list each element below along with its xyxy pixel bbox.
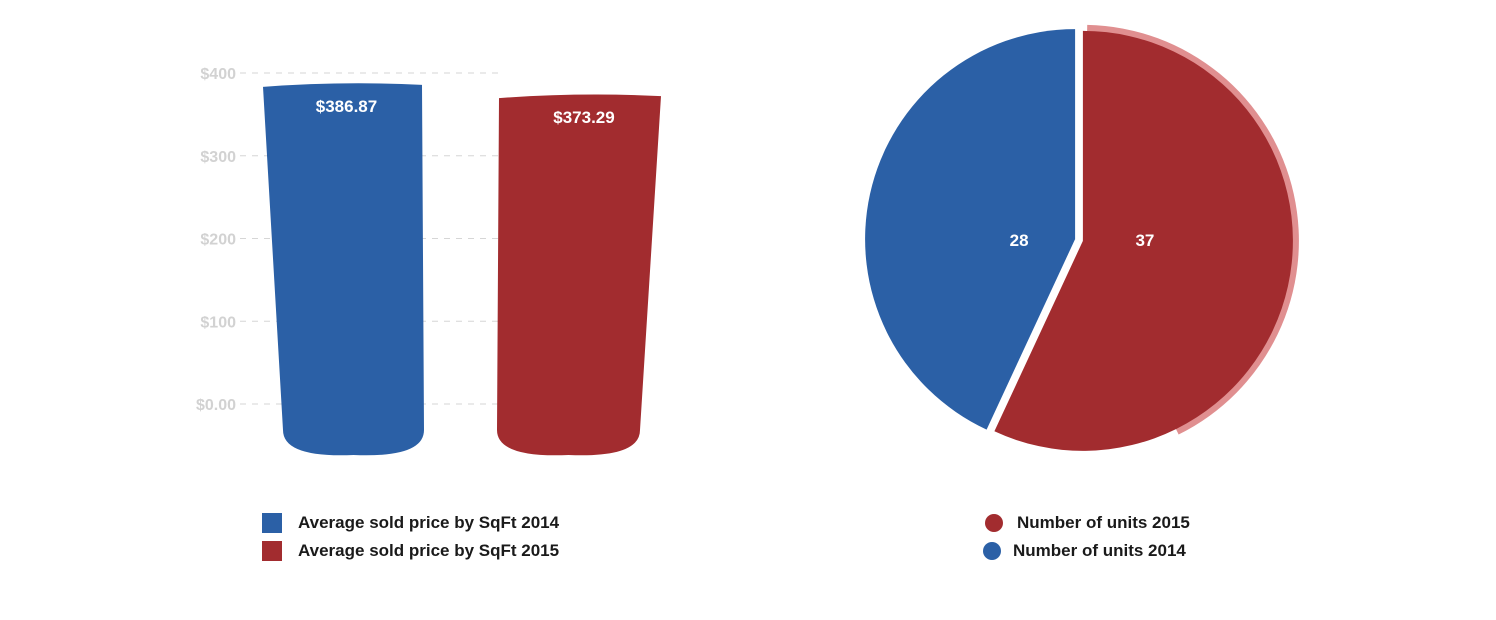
y-tick-label: $300 xyxy=(200,149,236,166)
legend-item-units-2015[interactable]: Number of units 2015 xyxy=(983,509,1190,537)
legend-swatch xyxy=(983,542,1001,560)
y-tick-label: $400 xyxy=(200,66,236,83)
legend-item-2014-price[interactable]: Average sold price by SqFt 2014 xyxy=(262,509,559,537)
legend-label: Average sold price by SqFt 2014 xyxy=(298,513,560,532)
pie-chart-data-labels: 37 28 xyxy=(1010,231,1155,250)
bar-chart-legend: Average sold price by SqFt 2014 Average … xyxy=(262,509,559,565)
bar-data-label: $373.29 xyxy=(553,108,614,127)
legend-swatch xyxy=(262,513,282,533)
legend-label: Average sold price by SqFt 2015 xyxy=(298,541,560,560)
bar-chart-data-labels: $386.87 $373.29 xyxy=(316,97,615,127)
pie-chart-slices xyxy=(865,24,1299,451)
bar-chart-gridlines xyxy=(240,72,500,405)
bar-2015[interactable] xyxy=(497,94,661,456)
pie-data-label: 28 xyxy=(1010,231,1029,250)
bar-chart-bars xyxy=(263,83,661,456)
legend-item-2015-price[interactable]: Average sold price by SqFt 2015 xyxy=(262,537,559,565)
legend-item-units-2014[interactable]: Number of units 2014 xyxy=(983,537,1190,565)
legend-label: Number of units 2015 xyxy=(1017,513,1190,532)
pie-data-label: 37 xyxy=(1135,231,1154,250)
y-tick-label: $100 xyxy=(200,314,236,331)
pie-slice-units-2014[interactable] xyxy=(865,29,1076,430)
bar-data-label: $386.87 xyxy=(316,97,377,116)
y-tick-label: $0.00 xyxy=(196,397,236,414)
legend-swatch xyxy=(985,514,1003,532)
legend-label: Number of units 2014 xyxy=(1013,541,1186,560)
legend-swatch xyxy=(262,541,282,561)
pie-slice-units-2015[interactable] xyxy=(994,30,1293,451)
pie-chart-legend: Number of units 2015 Number of units 201… xyxy=(983,509,1190,565)
bar-chart-y-axis: $400 $300 $200 $100 $0.00 xyxy=(196,66,236,414)
y-tick-label: $200 xyxy=(200,232,236,249)
bar-2014[interactable] xyxy=(263,83,424,456)
